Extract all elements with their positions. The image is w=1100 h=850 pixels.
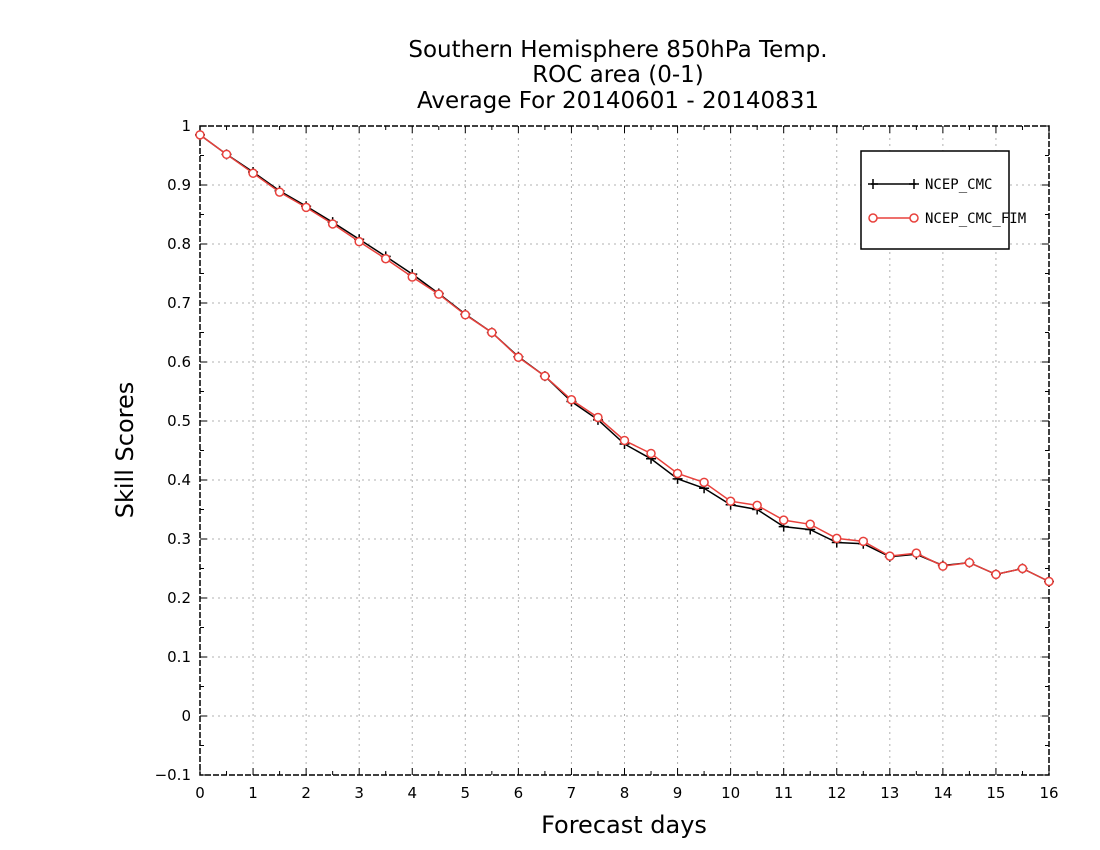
x-tick-label: 2	[301, 784, 311, 802]
legend-item: NCEP_CMC	[868, 177, 992, 193]
x-tick-label: 13	[880, 784, 899, 802]
x-tick-label: 9	[673, 784, 683, 802]
data-point	[460, 310, 471, 320]
data-point	[1017, 563, 1028, 574]
y-tick-label: 1	[181, 117, 191, 135]
x-tick-label: 5	[461, 784, 471, 802]
data-point	[619, 435, 630, 446]
legend-item: NCEP_CMC_FIM	[868, 211, 1026, 227]
data-point	[354, 236, 364, 247]
data-point	[858, 536, 869, 547]
x-tick-label: 3	[354, 784, 364, 802]
y-tick-label: 0.8	[167, 235, 191, 253]
x-tick-label: 16	[1039, 784, 1058, 802]
y-tick-label: 0	[181, 707, 191, 725]
y-tick-label: −0.1	[155, 766, 191, 784]
x-tick-label: 4	[407, 784, 417, 802]
data-point	[752, 500, 762, 511]
title-line-2: ROC area (0-1)	[532, 62, 704, 88]
x-axis-label: Forecast days	[541, 811, 707, 839]
data-point	[938, 561, 948, 571]
y-axis-ticks: −0.1 0 0.1 0.2 0.3 0.4 0.5 0.6 0.7 0.8 0.9 1	[155, 117, 1049, 784]
series-layer	[195, 129, 1054, 587]
data-point	[274, 187, 285, 197]
data-point	[699, 477, 709, 488]
data-point	[778, 515, 789, 525]
legend-marker	[909, 179, 919, 189]
data-point	[991, 569, 1001, 580]
data-point	[327, 219, 338, 229]
data-point	[646, 448, 656, 459]
y-tick-label: 0.5	[167, 412, 191, 430]
legend: NCEP_CMC NCEP_CMC_FIM	[860, 150, 1026, 250]
y-tick-label: 0.4	[167, 471, 191, 489]
title-line-1: Southern Hemisphere 850hPa Temp.	[408, 37, 827, 63]
y-tick-label: 0.1	[167, 648, 191, 666]
y-tick-label: 0.9	[167, 176, 191, 194]
title-line-3: Average For 20140601 - 20140831	[417, 88, 819, 114]
data-point	[672, 468, 683, 479]
y-tick-label: 0.7	[167, 294, 191, 312]
legend-marker	[868, 179, 878, 189]
y-axis-label: Skill Scores	[111, 382, 139, 519]
x-tick-label: 11	[774, 784, 793, 802]
data-point	[513, 352, 524, 363]
x-tick-label: 12	[827, 784, 846, 802]
y-tick-label: 0.2	[167, 589, 191, 607]
series-ncep-cmc-fim	[195, 130, 1054, 587]
legend-label: NCEP_CMC_FIM	[925, 211, 1026, 227]
legend-label: NCEP_CMC	[925, 177, 992, 193]
x-axis-ticks: 0 1 2 3 4 5 6 7 8 9 10 11 12 13 14 15 16	[195, 126, 1059, 802]
x-tick-label: 0	[195, 784, 205, 802]
data-point	[487, 327, 497, 338]
data-point	[911, 548, 922, 558]
data-point	[248, 168, 258, 178]
data-point	[1044, 576, 1054, 587]
grid	[200, 126, 1049, 775]
x-tick-label: 1	[248, 784, 258, 802]
x-tick-label: 15	[986, 784, 1005, 802]
chart-title: Southern Hemisphere 850hPa Temp. ROC are…	[408, 37, 827, 114]
x-tick-label: 8	[620, 784, 630, 802]
y-tick-label: 0.6	[167, 353, 191, 371]
x-tick-label: 6	[514, 784, 524, 802]
data-point	[725, 496, 736, 506]
data-point	[805, 519, 815, 529]
data-point	[885, 551, 895, 561]
x-tick-label: 14	[933, 784, 952, 802]
legend-box	[860, 150, 1010, 250]
data-point	[964, 557, 975, 568]
legend-marker	[868, 213, 878, 223]
data-point	[301, 202, 311, 213]
data-point	[221, 149, 232, 160]
data-point	[195, 130, 205, 140]
data-point	[407, 272, 417, 282]
x-tick-label: 7	[567, 784, 577, 802]
data-point	[380, 254, 391, 264]
legend-marker	[909, 213, 919, 223]
x-tick-label: 10	[721, 784, 740, 802]
data-point	[434, 289, 444, 299]
y-tick-label: 0.3	[167, 530, 191, 548]
data-point	[540, 371, 550, 381]
data-point	[832, 533, 842, 544]
data-point	[593, 412, 603, 423]
data-point	[566, 395, 577, 405]
